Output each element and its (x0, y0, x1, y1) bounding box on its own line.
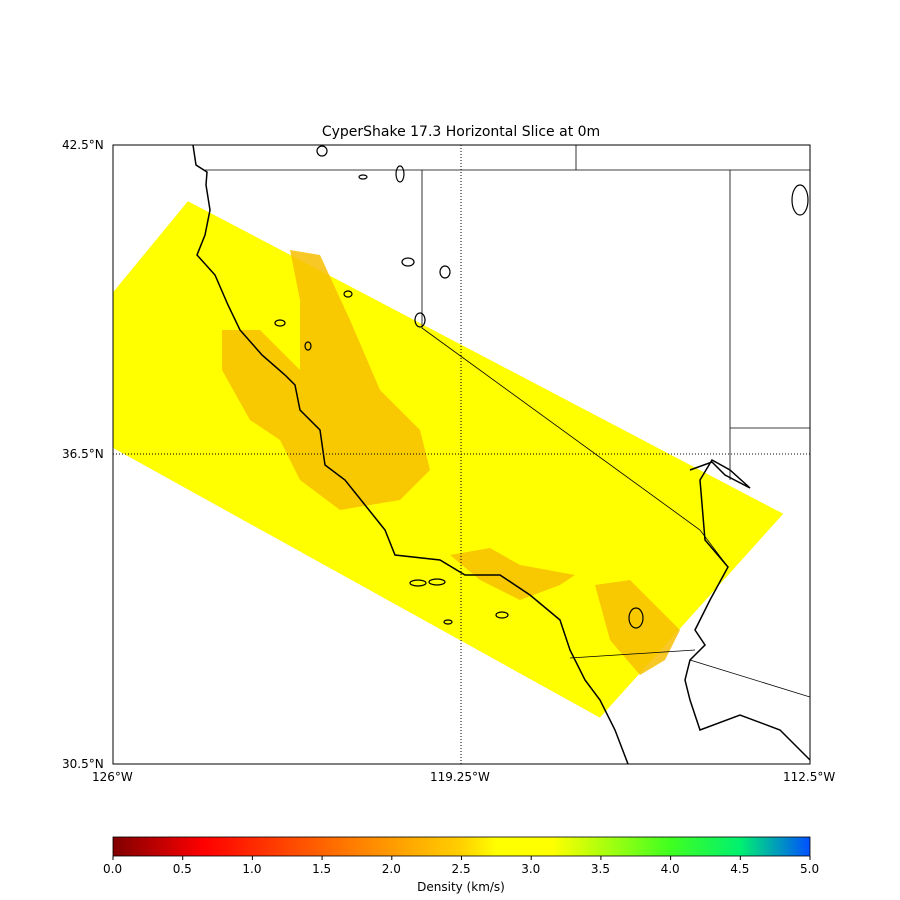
colorbar-tick-label: 0.5 (172, 862, 192, 876)
colorbar-ticks (112, 856, 811, 860)
colorbar-tick-label: 1.0 (242, 862, 262, 876)
colorbar-tick-label: 3.5 (590, 862, 610, 876)
colorbar-tick-label: 5.0 (800, 862, 820, 876)
colorbar-tick-label: 3.0 (521, 862, 541, 876)
coastline (192, 145, 629, 764)
colorbar-label: Density (km/s) (417, 880, 505, 894)
lat-label-36.5: 36.5°N (62, 447, 104, 461)
colorbar-tick-label: 2.5 (451, 862, 471, 876)
lon-label-112.5: 112.5°W (783, 770, 836, 784)
gulf-coast (684, 458, 810, 761)
colorbar-tick-label: 4.0 (660, 862, 680, 876)
lat-label-42.5: 42.5°N (62, 138, 104, 152)
lon-label-119.25: 119.25°W (430, 770, 490, 784)
chart-title: CyperShake 17.3 Horizontal Slice at 0m (321, 124, 601, 140)
plot-area (113, 145, 810, 764)
lon-label-126: 126°W (92, 770, 133, 784)
colorbar-tick-label: 0.0 (103, 862, 123, 876)
zone-la-basin (450, 548, 575, 600)
lat-label-30.5: 30.5°N (62, 757, 104, 771)
lakes-islands (274, 145, 809, 629)
zone-bay-area (222, 250, 430, 510)
colorbar (112, 836, 811, 857)
plot-frame (112, 144, 811, 765)
state-borders (205, 145, 810, 698)
colorbar-tick-label: 4.5 (730, 862, 750, 876)
colorbar-tick-label: 2.0 (381, 862, 401, 876)
colorbar-tick-label: 1.5 (312, 862, 332, 876)
